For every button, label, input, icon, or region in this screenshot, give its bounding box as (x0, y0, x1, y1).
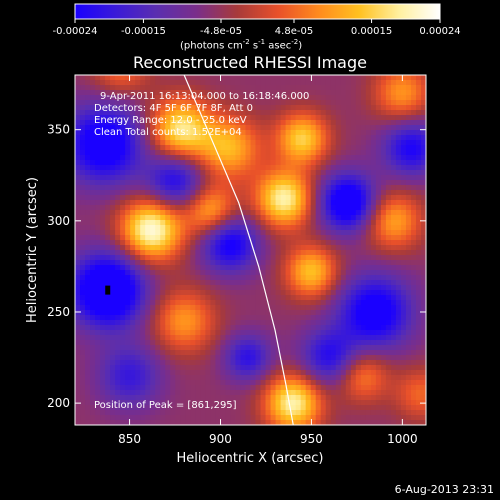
y-tick-label: 300 (47, 214, 70, 228)
x-tick-label: 950 (300, 432, 323, 446)
annotation-line: 9-Apr-2011 16:13:04.000 to 16:18:46.000 (100, 91, 309, 102)
y-axis-label: Heliocentric Y (arcsec) (25, 177, 40, 323)
colorbar-tick-label: -0.00015 (121, 26, 166, 37)
colorbar-tick-label: 0.00024 (419, 26, 460, 37)
x-axis-ticks: 850 900 950 1000 (118, 75, 418, 446)
colorbar-ticks: -0.00024 -0.00015 -4.8e-05 4.8e-05 0.00015 0.… (53, 19, 461, 37)
solar-limb-line (183, 75, 294, 425)
plot-frame (74, 74, 427, 426)
x-tick-label: 1000 (387, 432, 418, 446)
y-axis-ticks: 200 250 300 350 (47, 123, 426, 410)
annotation-line: Detectors: 4F 5F 6F 7F 8F, Att 0 (94, 103, 253, 114)
x-tick-label: 850 (118, 432, 141, 446)
colorbar-gradient (74, 3, 441, 20)
colorbar-tick-label: 4.8e-05 (275, 26, 313, 37)
colorbar-tick-label: -0.00024 (53, 26, 98, 37)
heatmap-cells (75, 75, 426, 425)
y-tick-label: 200 (47, 396, 70, 410)
y-tick-label: 250 (47, 305, 70, 319)
annotation-line: Energy Range: 12.0 - 25.0 keV (94, 115, 247, 126)
colorbar: -0.00024 -0.00015 -4.8e-05 4.8e-05 0.00015 0.… (53, 3, 461, 37)
colorbar-unit-label: (photons cm-2 s-1 asec-2) (180, 38, 303, 52)
plot-annotations: 9-Apr-2011 16:13:04.000 to 16:18:46.000D… (94, 91, 309, 138)
peak-marker (105, 285, 111, 295)
chart-title: Reconstructed RHESSI Image (133, 53, 367, 72)
y-tick-label: 350 (47, 123, 70, 137)
heatmap-area (75, 75, 426, 425)
peak-position-label: Position of Peak = [861,295] (94, 400, 237, 411)
x-axis-label: Heliocentric X (arcsec) (177, 451, 324, 466)
colorbar-tick-label: -4.8e-05 (200, 26, 242, 37)
colorbar-tick-label: 0.00015 (351, 26, 392, 37)
annotation-line: Clean Total counts: 1.52E+04 (94, 127, 242, 138)
x-tick-label: 900 (209, 432, 232, 446)
footer-date: 6-Aug-2013 23:31 (394, 483, 494, 496)
